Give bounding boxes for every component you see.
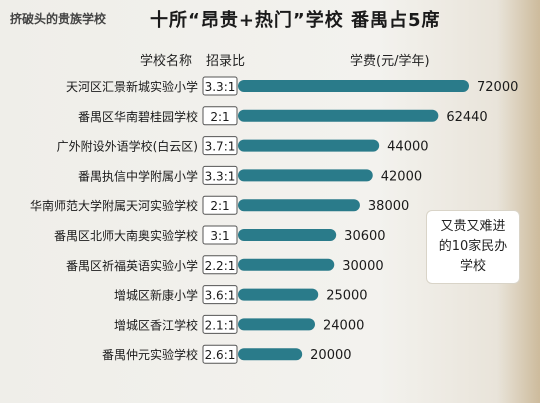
column-header-fee: 学费(元/学年)	[350, 54, 430, 69]
ratio-label: 3.3:1	[205, 80, 236, 94]
ratio-box	[202, 255, 238, 275]
header-tag: 挤破头的贵族学校	[10, 12, 107, 26]
school-name-label: 广外附设外语学校(白云区)	[57, 139, 198, 154]
school-name-label: 番禺区华南碧桂园学校	[78, 109, 198, 124]
ratio-label: 2:1	[210, 110, 229, 124]
ratio-box	[202, 136, 238, 156]
ratio-label: 3.3:1	[205, 169, 236, 183]
ratio-label: 3.7:1	[205, 140, 236, 154]
ratio-box	[202, 314, 238, 334]
school-name-label: 番禺仲元实验学校	[102, 347, 198, 362]
ratio-label: 2.6:1	[205, 348, 236, 362]
ratio-box	[202, 285, 238, 305]
column-header-school: 学校名称	[140, 54, 193, 69]
ratio-label: 2.2:1	[205, 259, 236, 273]
fee-value-label: 42000	[381, 169, 422, 184]
ratio-box	[202, 165, 238, 185]
school-name-label: 番禺区祈福英语实验小学	[66, 258, 198, 273]
fee-value-label: 44000	[387, 140, 428, 155]
ratio-label: 2.1:1	[205, 318, 236, 332]
fee-value-label: 72000	[477, 80, 518, 95]
ratio-box	[202, 106, 238, 126]
school-name-label: 增城区香江学校	[114, 317, 198, 332]
school-name-label: 增城区新康小学	[114, 288, 198, 303]
ratio-label: 2:1	[210, 199, 229, 213]
school-name-label: 天河区汇景新城实验小学	[66, 79, 198, 94]
callout-note: 又贵又难进的10家民办学校	[426, 210, 520, 284]
school-name-label: 华南师范大学附属天河实验学校	[30, 198, 198, 213]
ratio-label: 3:1	[210, 229, 229, 243]
column-header-ratio: 招录比	[206, 54, 246, 69]
fee-bar	[238, 348, 303, 361]
fee-bar	[238, 258, 335, 271]
school-name-label: 番禺执信中学附属小学	[78, 168, 198, 183]
fee-bar	[238, 199, 360, 212]
fee-bar	[238, 229, 337, 241]
ratio-box	[202, 344, 238, 364]
page-title: 十所“昂贵+热门”学校 番禺占5席	[150, 10, 441, 31]
school-name-label: 番禺区北师大南奥实验学校	[54, 228, 198, 243]
fee-bar	[238, 109, 439, 122]
ratio-box	[202, 195, 238, 215]
fee-value-label: 30000	[342, 259, 383, 274]
fee-value-label: 38000	[368, 199, 409, 214]
fee-bar	[238, 318, 315, 331]
ratio-box	[202, 225, 238, 245]
ratio-box	[202, 76, 238, 96]
fee-bar	[238, 288, 319, 301]
fee-bar	[238, 169, 373, 182]
fee-value-label: 20000	[310, 348, 351, 363]
fee-bar	[238, 80, 469, 92]
ratio-label: 3.6:1	[205, 289, 236, 303]
fee-bar	[238, 139, 380, 152]
fee-value-label: 24000	[323, 318, 364, 333]
fee-value-label: 30600	[344, 229, 385, 244]
fee-value-label: 62440	[446, 110, 487, 125]
fee-value-label: 25000	[326, 289, 367, 304]
